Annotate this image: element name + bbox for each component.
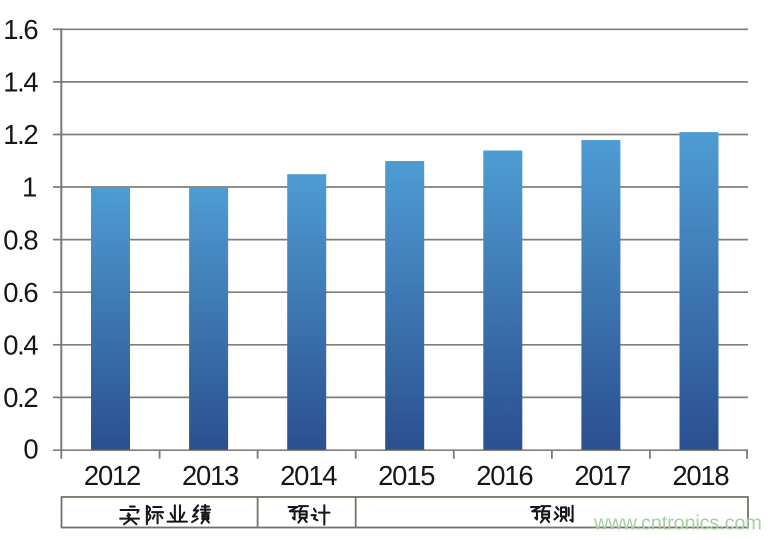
svg-text:1.2: 1.2 <box>3 119 37 150</box>
svg-text:2018: 2018 <box>672 460 729 491</box>
svg-text:2014: 2014 <box>280 460 337 491</box>
svg-text:1.6: 1.6 <box>3 14 38 45</box>
svg-text:0.2: 0.2 <box>3 382 37 413</box>
svg-text:2017: 2017 <box>574 460 630 491</box>
svg-text:2012: 2012 <box>84 460 140 491</box>
svg-text:1: 1 <box>22 172 36 203</box>
svg-text:0: 0 <box>23 433 38 464</box>
svg-text:2013: 2013 <box>182 460 239 491</box>
svg-text:2016: 2016 <box>476 460 533 491</box>
svg-text:www.cntronics.com: www.cntronics.com <box>593 513 762 535</box>
svg-text:1.4: 1.4 <box>3 67 38 98</box>
svg-text:0.6: 0.6 <box>3 277 38 308</box>
svg-text:2015: 2015 <box>378 460 435 491</box>
svg-text:0.8: 0.8 <box>3 224 38 255</box>
svg-text:0.4: 0.4 <box>3 330 38 361</box>
